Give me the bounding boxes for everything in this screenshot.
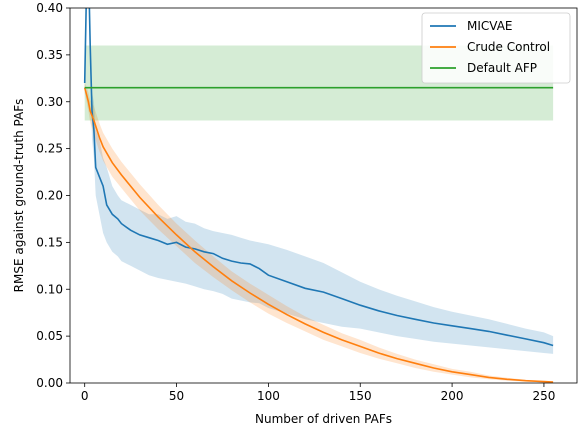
series-lines	[83, 8, 554, 383]
y-axis-label: RMSE against ground-truth PAFs	[12, 99, 26, 293]
series-line-crude-control	[83, 87, 554, 383]
y-tick-label: 0.20	[36, 189, 63, 203]
x-tick-label: 100	[257, 389, 280, 403]
series-line-micvae	[83, 8, 554, 347]
x-axis-label: Number of driven PAFs	[255, 412, 392, 426]
band-crude-control	[84, 83, 554, 383]
x-tick-label: 0	[81, 389, 89, 403]
y-axis-ticks: 0.00 0.05 0.10 0.15 0.20 0.25 0.30 0.35 0.40	[36, 1, 70, 390]
legend-label-crude-control: Crude Control	[467, 40, 550, 54]
y-tick-label: 0.00	[36, 376, 63, 390]
y-tick-label: 0.25	[36, 142, 63, 156]
legend-box	[421, 12, 571, 84]
legend: MICVAE Crude Control Default AFP	[421, 12, 571, 84]
x-tick-label: 200	[441, 389, 464, 403]
y-tick-label: 0.10	[36, 282, 63, 296]
band-micvae	[84, 8, 554, 354]
y-tick-label: 0.40	[36, 1, 63, 15]
legend-label-default-afp: Default AFP	[467, 61, 537, 75]
y-tick-label: 0.30	[36, 95, 63, 109]
y-tick-label: 0.15	[36, 235, 63, 249]
legend-label-micvae: MICVAE	[467, 19, 513, 33]
y-tick-label: 0.35	[36, 48, 63, 62]
x-axis-ticks: 0 50 100 150 200 250	[81, 383, 555, 403]
x-tick-label: 150	[349, 389, 372, 403]
x-tick-label: 50	[169, 389, 184, 403]
x-tick-label: 250	[532, 389, 555, 403]
y-tick-label: 0.05	[36, 329, 63, 343]
